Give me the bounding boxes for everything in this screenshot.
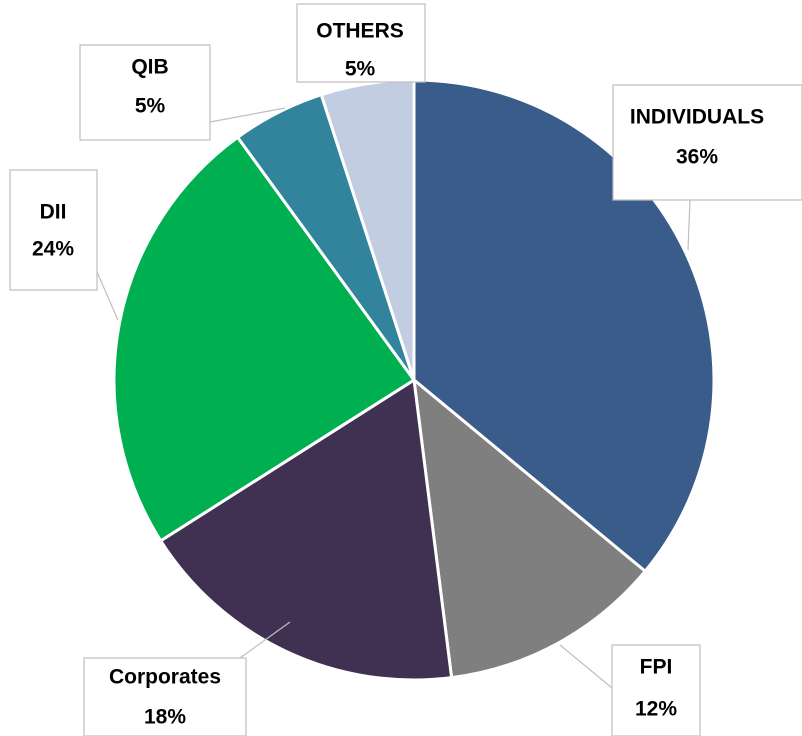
slice-name: OTHERS xyxy=(316,20,404,43)
slice-name: Corporates xyxy=(109,666,221,689)
slice-value-label: 12% xyxy=(635,698,677,721)
slice-name: INDIVIDUALS xyxy=(630,106,764,129)
label-box xyxy=(79,44,211,141)
label-box xyxy=(611,644,701,736)
pie-slice xyxy=(158,377,454,682)
label-box xyxy=(83,657,247,736)
slice-value-label: 24% xyxy=(32,238,74,261)
label-box xyxy=(612,84,802,201)
slice-name: DII xyxy=(40,201,67,224)
leader-line xyxy=(559,644,613,689)
leader-line xyxy=(239,621,291,659)
pie-slice xyxy=(412,78,716,574)
pie-slice xyxy=(112,135,417,543)
leader-line xyxy=(96,271,119,321)
slice-value-label: 5% xyxy=(345,58,376,81)
slice-name: FPI xyxy=(640,656,673,679)
slice-value-label: 18% xyxy=(144,706,186,729)
label-box xyxy=(9,169,98,291)
leader-line xyxy=(687,199,691,251)
slice-name: QIB xyxy=(131,56,168,79)
slice-value-label: 36% xyxy=(676,146,718,169)
label-box xyxy=(296,3,426,83)
leader-line xyxy=(209,107,286,123)
slice-value-label: 5% xyxy=(135,95,166,118)
pie-slice xyxy=(412,376,648,680)
